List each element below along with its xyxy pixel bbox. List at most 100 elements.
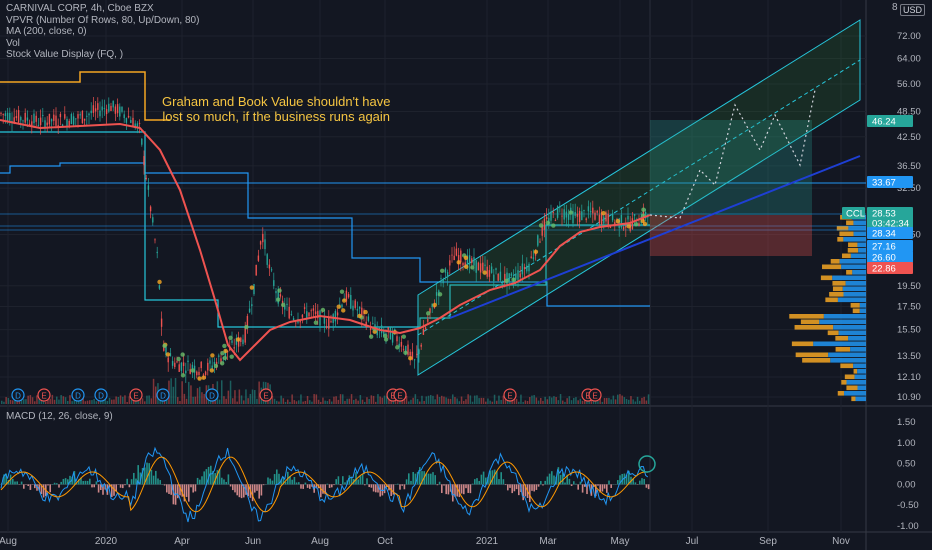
volume-bar: [89, 400, 91, 404]
price-axis[interactable]: 872.0064.0056.0048.5042.5036.5032.5025.5…: [892, 2, 921, 403]
macd-histogram-bar: [185, 484, 188, 497]
volume-bar: [643, 396, 645, 404]
volume-bar: [67, 401, 69, 404]
macd-histogram-bar: [511, 484, 513, 494]
price-candle: [486, 266, 488, 277]
volume-bar: [247, 398, 249, 404]
macd-tick-label: 1.50: [897, 417, 916, 428]
price-candle: [614, 222, 616, 225]
volume-bar: [152, 378, 155, 404]
macd-histogram-bar: [293, 476, 296, 485]
price-candle: [323, 316, 326, 324]
macd-histogram-bar: [489, 470, 491, 485]
price-candle: [620, 215, 623, 228]
price-candle: [224, 350, 227, 357]
price-tick-label: 15.50: [897, 325, 921, 336]
price-candle: [202, 374, 205, 376]
price-candle: [570, 207, 572, 213]
volume-bar: [53, 399, 56, 404]
price-candle: [246, 316, 249, 327]
macd-histogram-bar: [282, 476, 285, 485]
volume-bar: [113, 399, 115, 404]
macd-histogram-bar: [192, 484, 194, 493]
price-candle: [321, 311, 323, 313]
price-candle: [114, 106, 117, 114]
macd-histogram-bar: [86, 480, 89, 485]
macd-histogram-bar: [551, 471, 553, 485]
volume-profile-up: [830, 259, 840, 264]
price-candle: [68, 120, 70, 126]
volume-bar: [465, 399, 467, 404]
ma-200-line: [0, 119, 651, 362]
macd-axis[interactable]: 1.50 1.00 0.50 0.00 -0.50 -1.00: [897, 417, 919, 532]
macd-histogram-bar: [355, 472, 357, 485]
price-candle: [517, 270, 519, 280]
price-candle: [17, 110, 20, 123]
volume-profile-down: [852, 270, 866, 275]
price-candle: [495, 268, 497, 270]
time-axis[interactable]: Aug 2020 Apr Jun Aug Oct 2021 Mar May Jul Sep Nov: [0, 536, 850, 547]
volume-profile-down: [823, 314, 866, 319]
signal-dot: [551, 223, 556, 228]
projected-path: [649, 89, 816, 219]
vol-label[interactable]: Vol: [6, 37, 20, 49]
macd-histogram-bar: [3, 474, 5, 485]
price-candle: [552, 212, 554, 214]
currency-badge[interactable]: USD: [900, 4, 926, 16]
signal-dot: [470, 265, 475, 270]
macd-histogram-bar: [236, 484, 238, 496]
volume-bar: [573, 397, 575, 404]
price-candle: [521, 263, 524, 275]
macd-histogram-bar: [67, 479, 69, 485]
price-candle: [493, 274, 495, 282]
price-candle: [220, 358, 222, 364]
price-candle: [209, 360, 211, 364]
volume-bar: [441, 395, 443, 404]
price-candle: [400, 341, 403, 347]
price-candle: [334, 311, 337, 322]
macd-histogram-bar: [515, 484, 518, 490]
signal-dot: [244, 324, 249, 330]
macd-histogram-bar: [610, 484, 612, 488]
volume-bar: [194, 396, 197, 404]
vpvr-label[interactable]: VPVR (Number Of Rows, 80, Up/Down, 80): [6, 14, 200, 26]
price-candle: [497, 273, 499, 281]
annotation-line-2: lost so much, if the business runs again: [162, 109, 391, 124]
volume-bar: [463, 400, 465, 404]
volume-bar: [122, 396, 124, 404]
volume-profile-up: [841, 380, 847, 385]
price-candle: [317, 310, 319, 319]
volume-bar: [9, 399, 12, 404]
price-candle: [358, 307, 361, 309]
macd-signal-line: [0, 456, 648, 513]
macd-histogram-bar: [89, 478, 91, 485]
volume-bar: [339, 394, 342, 404]
macd-label[interactable]: MACD (12, 26, close, 9): [6, 411, 113, 422]
price-candle: [257, 255, 260, 261]
time-tick-label: Sep: [759, 536, 777, 547]
volume-bar: [326, 401, 329, 404]
volume-bar: [117, 396, 120, 404]
volume-bar: [240, 395, 243, 404]
svd-label[interactable]: Stock Value Display (FQ, ): [6, 49, 124, 60]
price-candle: [79, 114, 81, 116]
macd-histogram-bar: [95, 481, 98, 485]
price-candle: [198, 371, 200, 375]
volume-bar: [25, 399, 27, 404]
price-series: [0, 96, 649, 383]
macd-histogram-bar: [71, 476, 73, 485]
price-candle: [424, 327, 427, 330]
signal-dot: [426, 311, 431, 316]
signal-dot: [368, 334, 374, 339]
price-candle: [273, 280, 275, 286]
signal-dot: [357, 313, 362, 319]
macd-histogram-bar: [518, 484, 520, 496]
price-candle: [581, 211, 583, 221]
volume-bar: [82, 395, 84, 404]
volume-profile-down: [813, 341, 866, 347]
symbol-title[interactable]: CARNIVAL CORP, 4h, Cboe BZX: [6, 3, 154, 14]
ma-label[interactable]: MA (200, close, 0): [6, 26, 87, 37]
volume-profile-down: [857, 369, 866, 374]
signal-dot: [403, 350, 408, 355]
